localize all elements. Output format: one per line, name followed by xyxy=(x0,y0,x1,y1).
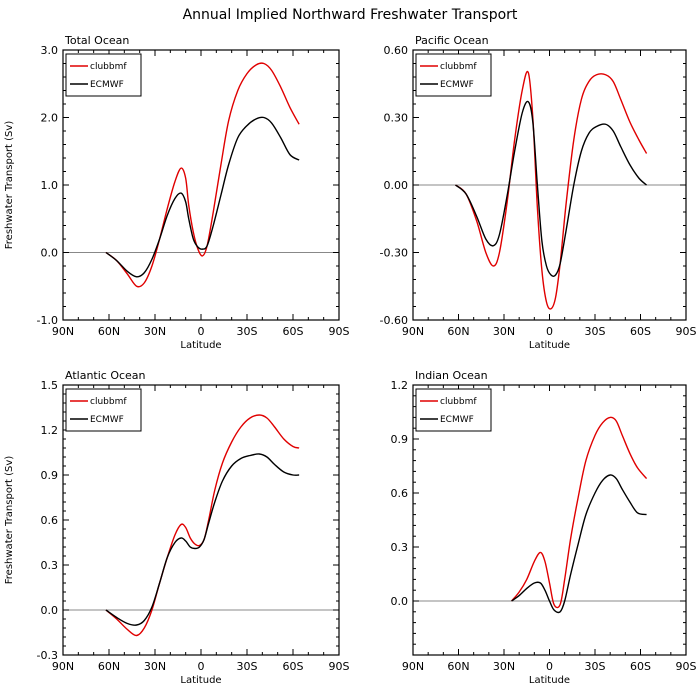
x-tick-label: 60S xyxy=(283,325,304,338)
x-axis-label: Latitude xyxy=(180,340,221,351)
x-tick-label: 30N xyxy=(493,325,515,338)
x-tick-label: 0 xyxy=(198,325,205,338)
plot-frame xyxy=(412,49,687,321)
x-tick-label: 90S xyxy=(676,660,697,673)
y-tick-label: 0.0 xyxy=(391,595,409,608)
legend-box xyxy=(65,388,142,432)
y-tick-label: -0.60 xyxy=(380,314,408,327)
x-tick-label: 90S xyxy=(676,325,697,338)
y-tick-label: 0.0 xyxy=(41,604,59,617)
series-line-ecmwf xyxy=(105,116,300,278)
x-tick-label: 30N xyxy=(493,660,515,673)
x-tick-label: 30S xyxy=(585,660,606,673)
y-tick-label: 0.9 xyxy=(391,433,409,446)
x-axis-label: Latitude xyxy=(529,675,570,686)
x-tick-label: 0 xyxy=(546,660,553,673)
x-axis-label: Latitude xyxy=(180,675,221,686)
x-tick-label: 60S xyxy=(283,660,304,673)
y-tick-label: 1.0 xyxy=(41,179,59,192)
series-line-ecmwf xyxy=(105,453,300,626)
panel-2: 90N 60N 30N 0 30S 60S 90S -0.3 0.0 0.3 0.6 0.9 1.2 1.… xyxy=(4,369,350,686)
plot-frame xyxy=(62,384,340,656)
legend-label: ECMWF xyxy=(440,80,474,90)
panel-title: Atlantic Ocean xyxy=(65,369,146,382)
panels: 90N 60N 30N 0 30S 60S 90S -1.0 0.0 1.0 2.0 3.0 clubb… xyxy=(4,34,697,686)
x-tick-label: 90N xyxy=(402,660,424,673)
panel-title: Indian Ocean xyxy=(415,369,488,382)
legend-box xyxy=(415,388,492,432)
y-tick-label: 0.3 xyxy=(41,559,59,572)
x-tick-label: 60S xyxy=(630,325,651,338)
panel-3: 90N 60N 30N 0 30S 60S 90S 0.0 0.3 0.6 0.9 1.2 clubbm… xyxy=(391,369,697,686)
x-tick-label: 60S xyxy=(630,660,651,673)
y-tick-label: 0.6 xyxy=(391,487,409,500)
y-tick-label: 1.5 xyxy=(41,379,59,392)
legend-box xyxy=(415,53,492,97)
x-tick-label: 0 xyxy=(546,325,553,338)
y-tick-label: -1.0 xyxy=(37,314,58,327)
legend-label: clubbmf xyxy=(90,62,127,72)
y-tick-label: 0.30 xyxy=(384,112,409,125)
series-line-clubbmf xyxy=(511,416,648,609)
y-tick-label: -0.3 xyxy=(37,649,58,662)
legend-label: ECMWF xyxy=(90,80,124,90)
x-tick-label: 60N xyxy=(447,660,469,673)
plot-frame xyxy=(62,49,340,321)
x-tick-label: 60N xyxy=(447,325,469,338)
y-tick-label: 3.0 xyxy=(41,44,59,57)
legend-label: clubbmf xyxy=(90,397,127,407)
legend-label: ECMWF xyxy=(440,415,474,425)
y-axis-label: Freshwater Transport (Sv) xyxy=(4,456,15,585)
y-tick-label: 2.0 xyxy=(41,112,59,125)
y-tick-label: 0.9 xyxy=(41,469,59,482)
series-line-ecmwf xyxy=(511,474,647,614)
x-tick-label: 0 xyxy=(198,660,205,673)
series-line-clubbmf xyxy=(105,62,300,288)
panel-0: 90N 60N 30N 0 30S 60S 90S -1.0 0.0 1.0 2.0 3.0 clubb… xyxy=(4,34,350,351)
y-tick-label: -0.30 xyxy=(380,247,408,260)
series-line-ecmwf xyxy=(455,100,648,277)
y-tick-label: 1.2 xyxy=(391,379,409,392)
legend-label: ECMWF xyxy=(90,415,124,425)
panel-title: Pacific Ocean xyxy=(415,34,489,47)
panel-title: Total Ocean xyxy=(64,34,129,47)
legend-label: clubbmf xyxy=(440,62,477,72)
x-tick-label: 90N xyxy=(402,325,424,338)
x-tick-label: 30N xyxy=(144,660,166,673)
x-tick-label: 30S xyxy=(237,660,258,673)
y-tick-label: 0.3 xyxy=(391,541,409,554)
y-tick-label: 0.6 xyxy=(41,514,59,527)
panel-1: 90N 60N 30N 0 30S 60S 90S -0.60 -0.30 0.00 0.30 0.6… xyxy=(380,34,697,351)
figure-title: Annual Implied Northward Freshwater Tran… xyxy=(183,7,518,23)
x-tick-label: 60N xyxy=(98,660,120,673)
series-line-clubbmf xyxy=(105,414,300,637)
series-line-clubbmf xyxy=(455,70,648,310)
legend-label: clubbmf xyxy=(440,397,477,407)
x-tick-label: 90N xyxy=(52,325,74,338)
x-tick-label: 90N xyxy=(52,660,74,673)
x-tick-label: 90S xyxy=(329,660,350,673)
y-tick-label: 1.2 xyxy=(41,424,59,437)
plot-frame xyxy=(412,384,687,656)
x-tick-label: 90S xyxy=(329,325,350,338)
y-tick-label: 0.00 xyxy=(384,179,409,192)
y-tick-label: 0.60 xyxy=(384,44,409,57)
x-tick-label: 30S xyxy=(237,325,258,338)
x-tick-label: 60N xyxy=(98,325,120,338)
y-tick-label: 0.0 xyxy=(41,247,59,260)
x-tick-label: 30N xyxy=(144,325,166,338)
y-axis-label: Freshwater Transport (Sv) xyxy=(4,121,15,250)
x-tick-label: 30S xyxy=(585,325,606,338)
legend-box xyxy=(65,53,142,97)
x-axis-label: Latitude xyxy=(529,340,570,351)
